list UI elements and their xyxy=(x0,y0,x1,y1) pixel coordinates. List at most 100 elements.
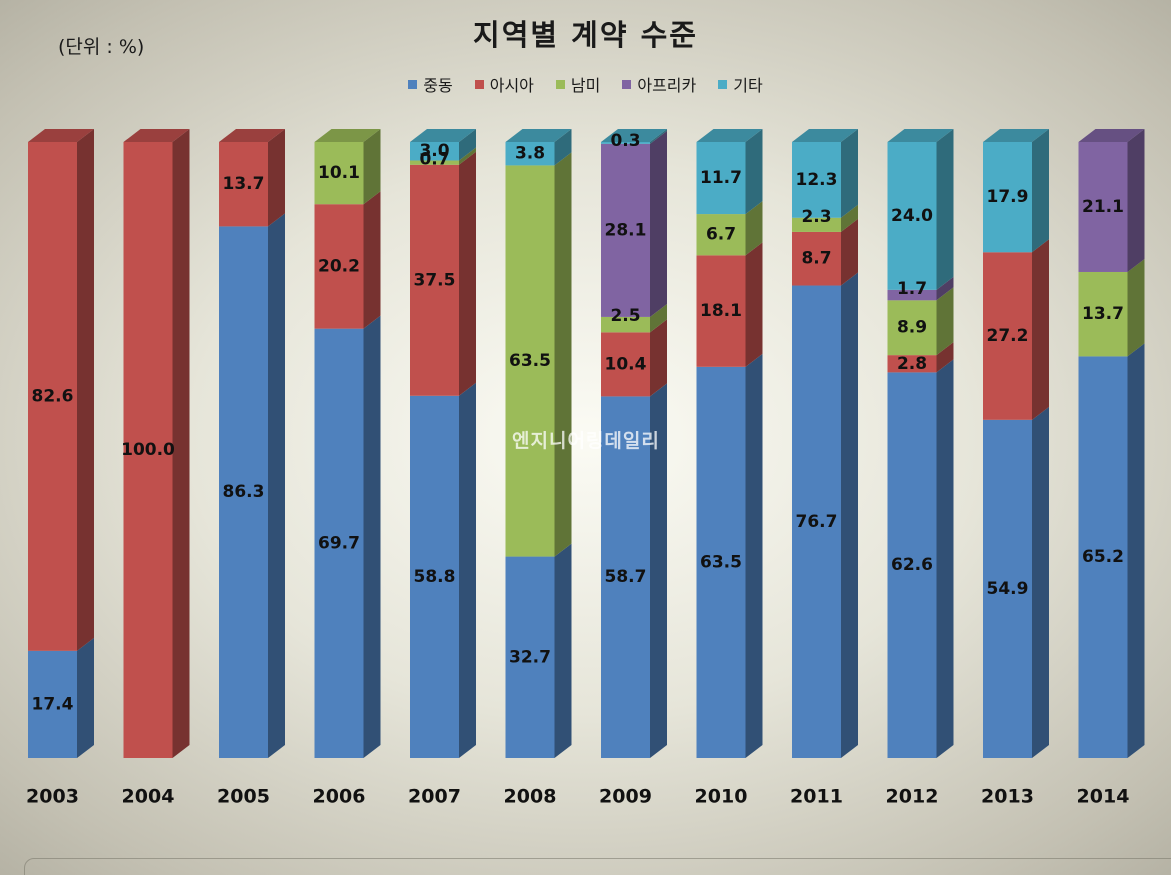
data-label-asia-2004: 100.0 xyxy=(121,440,175,460)
data-label-middle-east-2011: 76.7 xyxy=(796,512,838,532)
bar-asia-2013 xyxy=(983,252,1032,420)
bar-middle-east-2008 xyxy=(505,556,555,758)
bar-other-2010 xyxy=(696,142,746,215)
chart-title: 지역별 계약 수준 xyxy=(473,18,698,52)
legend-item-asia[interactable]: 아시아 xyxy=(474,72,534,96)
data-label-asia-2005: 13.7 xyxy=(223,174,265,194)
bar-side-south-america-2006 xyxy=(363,129,381,205)
bar-asia-2005 xyxy=(219,142,268,227)
data-label-asia-2010: 18.1 xyxy=(700,301,742,321)
bar-side-asia-2013 xyxy=(1032,239,1049,420)
bar-side-middle-east-2005 xyxy=(268,213,285,759)
bar-side-middle-east-2008 xyxy=(554,543,572,758)
legend: 중동 아시아 남미 아프리카 기타 xyxy=(0,72,1171,96)
bar-side-south-america-2011 xyxy=(841,204,858,232)
data-label-other-2013: 17.9 xyxy=(987,187,1029,207)
data-label-other-2012: 24.0 xyxy=(891,206,933,226)
data-label-asia-2013: 27.2 xyxy=(987,326,1029,346)
bar-asia-2011 xyxy=(792,231,841,286)
bar-asia-2009 xyxy=(601,332,650,397)
data-label-middle-east-2003: 17.4 xyxy=(32,694,74,714)
bar-side-asia-2006 xyxy=(363,191,381,329)
bar-south-america-2012 xyxy=(887,300,937,356)
bar-middle-east-2009 xyxy=(601,396,650,758)
data-label-middle-east-2005: 86.3 xyxy=(223,482,265,502)
data-label-asia-2003: 82.6 xyxy=(32,386,74,406)
data-label-other-2008: 3.8 xyxy=(515,144,545,164)
x-tick-label-2005: 2005 xyxy=(217,786,270,808)
data-label-asia-2007: 37.5 xyxy=(414,270,456,290)
data-label-south-america-2014: 13.7 xyxy=(1082,304,1124,324)
bar-side-asia-2011 xyxy=(841,218,858,286)
legend-item-middle-east[interactable]: 중동 xyxy=(408,72,453,96)
bar-side-south-america-2012 xyxy=(936,287,954,356)
bar-top-2003 xyxy=(28,129,94,142)
bar-south-america-2011 xyxy=(792,217,841,232)
x-tick-label-2007: 2007 xyxy=(408,786,461,808)
bar-other-2009 xyxy=(601,142,650,144)
data-label-south-america-2008: 63.5 xyxy=(509,351,551,371)
bar-side-middle-east-2007 xyxy=(459,382,476,758)
bar-other-2011 xyxy=(792,142,841,218)
bar-africa-2009 xyxy=(601,143,650,317)
bar-side-asia-2009 xyxy=(650,319,667,397)
bar-side-other-2008 xyxy=(554,129,572,166)
bar-side-middle-east-2013 xyxy=(1032,406,1049,758)
bar-middle-east-2012 xyxy=(887,372,937,758)
data-label-other-2010: 11.7 xyxy=(700,168,742,188)
bar-side-south-america-2010 xyxy=(745,201,763,256)
data-label-other-2011: 12.3 xyxy=(796,170,838,190)
bar-side-middle-east-2009 xyxy=(650,383,667,758)
data-label-south-america-2010: 6.7 xyxy=(706,225,736,245)
bar-top-2005 xyxy=(219,129,285,142)
x-tick-label-2012: 2012 xyxy=(886,786,939,808)
bar-side-asia-2007 xyxy=(459,151,476,396)
bar-side-other-2009 xyxy=(650,129,667,144)
x-tick-label-2009: 2009 xyxy=(599,786,652,808)
x-tick-label-2008: 2008 xyxy=(504,786,557,808)
bar-south-america-2014 xyxy=(1078,271,1128,357)
bar-top-2008 xyxy=(505,129,572,142)
legend-item-other[interactable]: 기타 xyxy=(718,72,763,96)
bar-asia-2003 xyxy=(28,142,77,651)
bar-top-2014 xyxy=(1078,129,1145,142)
bar-side-south-america-2008 xyxy=(554,152,572,557)
bar-side-asia-2010 xyxy=(745,242,763,367)
bar-asia-2010 xyxy=(696,255,746,367)
data-label-africa-2012: 1.7 xyxy=(897,279,927,299)
data-label-asia-2012: 2.8 xyxy=(897,354,927,374)
bar-side-middle-east-2011 xyxy=(841,272,858,758)
bar-middle-east-2011 xyxy=(792,285,841,758)
bar-side-africa-2009 xyxy=(650,130,667,317)
data-label-asia-2009: 10.4 xyxy=(605,354,647,374)
data-label-middle-east-2012: 62.6 xyxy=(891,555,933,575)
data-label-south-america-2009: 2.5 xyxy=(610,306,640,326)
bar-south-america-2006 xyxy=(314,142,364,205)
bar-side-africa-2012 xyxy=(936,276,954,301)
bar-side-other-2011 xyxy=(841,129,858,218)
bar-side-middle-east-2012 xyxy=(936,359,954,758)
bar-top-2007 xyxy=(410,129,476,142)
bar-other-2012 xyxy=(887,142,937,290)
bar-side-middle-east-2003 xyxy=(77,637,94,758)
bar-side-other-2012 xyxy=(936,129,954,290)
x-tick-label-2014: 2014 xyxy=(1077,786,1130,808)
bar-south-america-2008 xyxy=(505,165,555,557)
legend-item-south-america[interactable]: 남미 xyxy=(555,72,600,96)
legend-swatch-other xyxy=(718,79,728,89)
bar-top-2004 xyxy=(123,129,190,142)
x-tick-label-2010: 2010 xyxy=(695,786,748,808)
bar-top-2012 xyxy=(887,129,954,142)
bar-side-asia-2005 xyxy=(268,129,285,227)
legend-label-other: 기타 xyxy=(733,76,763,95)
legend-item-africa[interactable]: 아프리카 xyxy=(622,72,696,96)
bar-side-other-2013 xyxy=(1032,129,1049,253)
bar-other-2007 xyxy=(410,142,459,161)
data-label-south-america-2006: 10.1 xyxy=(318,163,360,183)
data-label-middle-east-2014: 65.2 xyxy=(1082,547,1124,567)
data-label-asia-2011: 8.7 xyxy=(801,249,831,269)
bar-side-middle-east-2014 xyxy=(1127,343,1145,758)
bar-side-africa-2014 xyxy=(1127,129,1145,272)
